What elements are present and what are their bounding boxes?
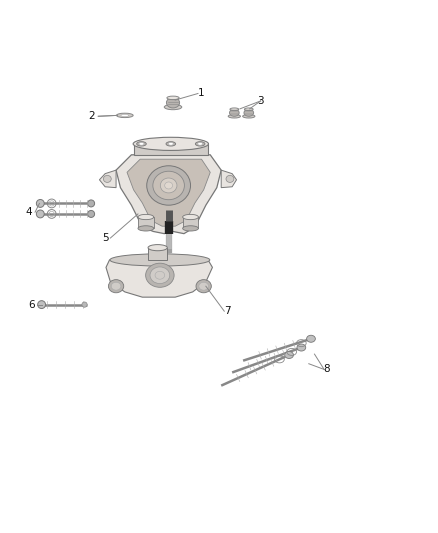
Ellipse shape <box>160 178 177 193</box>
Ellipse shape <box>297 344 306 351</box>
Ellipse shape <box>196 280 211 293</box>
Ellipse shape <box>36 210 44 218</box>
Polygon shape <box>127 159 210 226</box>
Ellipse shape <box>88 200 95 207</box>
Ellipse shape <box>198 142 203 145</box>
Ellipse shape <box>150 267 170 284</box>
Ellipse shape <box>117 113 133 118</box>
Text: 4: 4 <box>25 207 32 217</box>
Ellipse shape <box>103 175 111 182</box>
Polygon shape <box>138 217 154 229</box>
Text: 5: 5 <box>102 233 109 243</box>
Polygon shape <box>134 144 208 155</box>
Ellipse shape <box>230 108 239 110</box>
Ellipse shape <box>121 114 129 117</box>
Ellipse shape <box>244 109 254 116</box>
Text: 8: 8 <box>323 365 330 374</box>
Ellipse shape <box>183 226 198 231</box>
Ellipse shape <box>36 199 44 207</box>
Ellipse shape <box>147 166 191 205</box>
Ellipse shape <box>244 108 253 110</box>
Polygon shape <box>99 170 116 188</box>
Ellipse shape <box>88 211 95 217</box>
Ellipse shape <box>285 351 293 359</box>
Ellipse shape <box>155 271 165 279</box>
Ellipse shape <box>243 115 255 118</box>
Ellipse shape <box>133 138 208 150</box>
Ellipse shape <box>38 301 46 309</box>
Text: 1: 1 <box>198 88 205 99</box>
Ellipse shape <box>148 245 167 251</box>
Ellipse shape <box>230 109 239 116</box>
Text: 3: 3 <box>257 96 264 106</box>
Ellipse shape <box>199 282 208 290</box>
Ellipse shape <box>138 226 154 231</box>
Polygon shape <box>148 248 167 260</box>
Ellipse shape <box>138 214 154 220</box>
Ellipse shape <box>108 280 124 293</box>
Text: 2: 2 <box>88 111 95 122</box>
Ellipse shape <box>110 254 210 266</box>
Ellipse shape <box>153 171 184 200</box>
Ellipse shape <box>137 142 146 146</box>
Ellipse shape <box>166 142 176 146</box>
Ellipse shape <box>307 335 315 342</box>
Polygon shape <box>221 170 237 188</box>
Ellipse shape <box>228 115 240 118</box>
Polygon shape <box>183 217 198 229</box>
Text: 7: 7 <box>224 306 231 316</box>
Ellipse shape <box>165 182 173 189</box>
Ellipse shape <box>226 175 234 182</box>
Ellipse shape <box>139 142 144 145</box>
Ellipse shape <box>82 302 87 307</box>
Ellipse shape <box>166 98 180 108</box>
Polygon shape <box>116 155 221 233</box>
Text: 6: 6 <box>28 300 35 310</box>
Ellipse shape <box>183 214 198 220</box>
Ellipse shape <box>111 282 121 290</box>
Ellipse shape <box>195 142 205 146</box>
Polygon shape <box>106 260 212 297</box>
Ellipse shape <box>168 142 173 145</box>
Ellipse shape <box>145 263 174 287</box>
Ellipse shape <box>164 104 182 110</box>
Ellipse shape <box>167 96 179 100</box>
